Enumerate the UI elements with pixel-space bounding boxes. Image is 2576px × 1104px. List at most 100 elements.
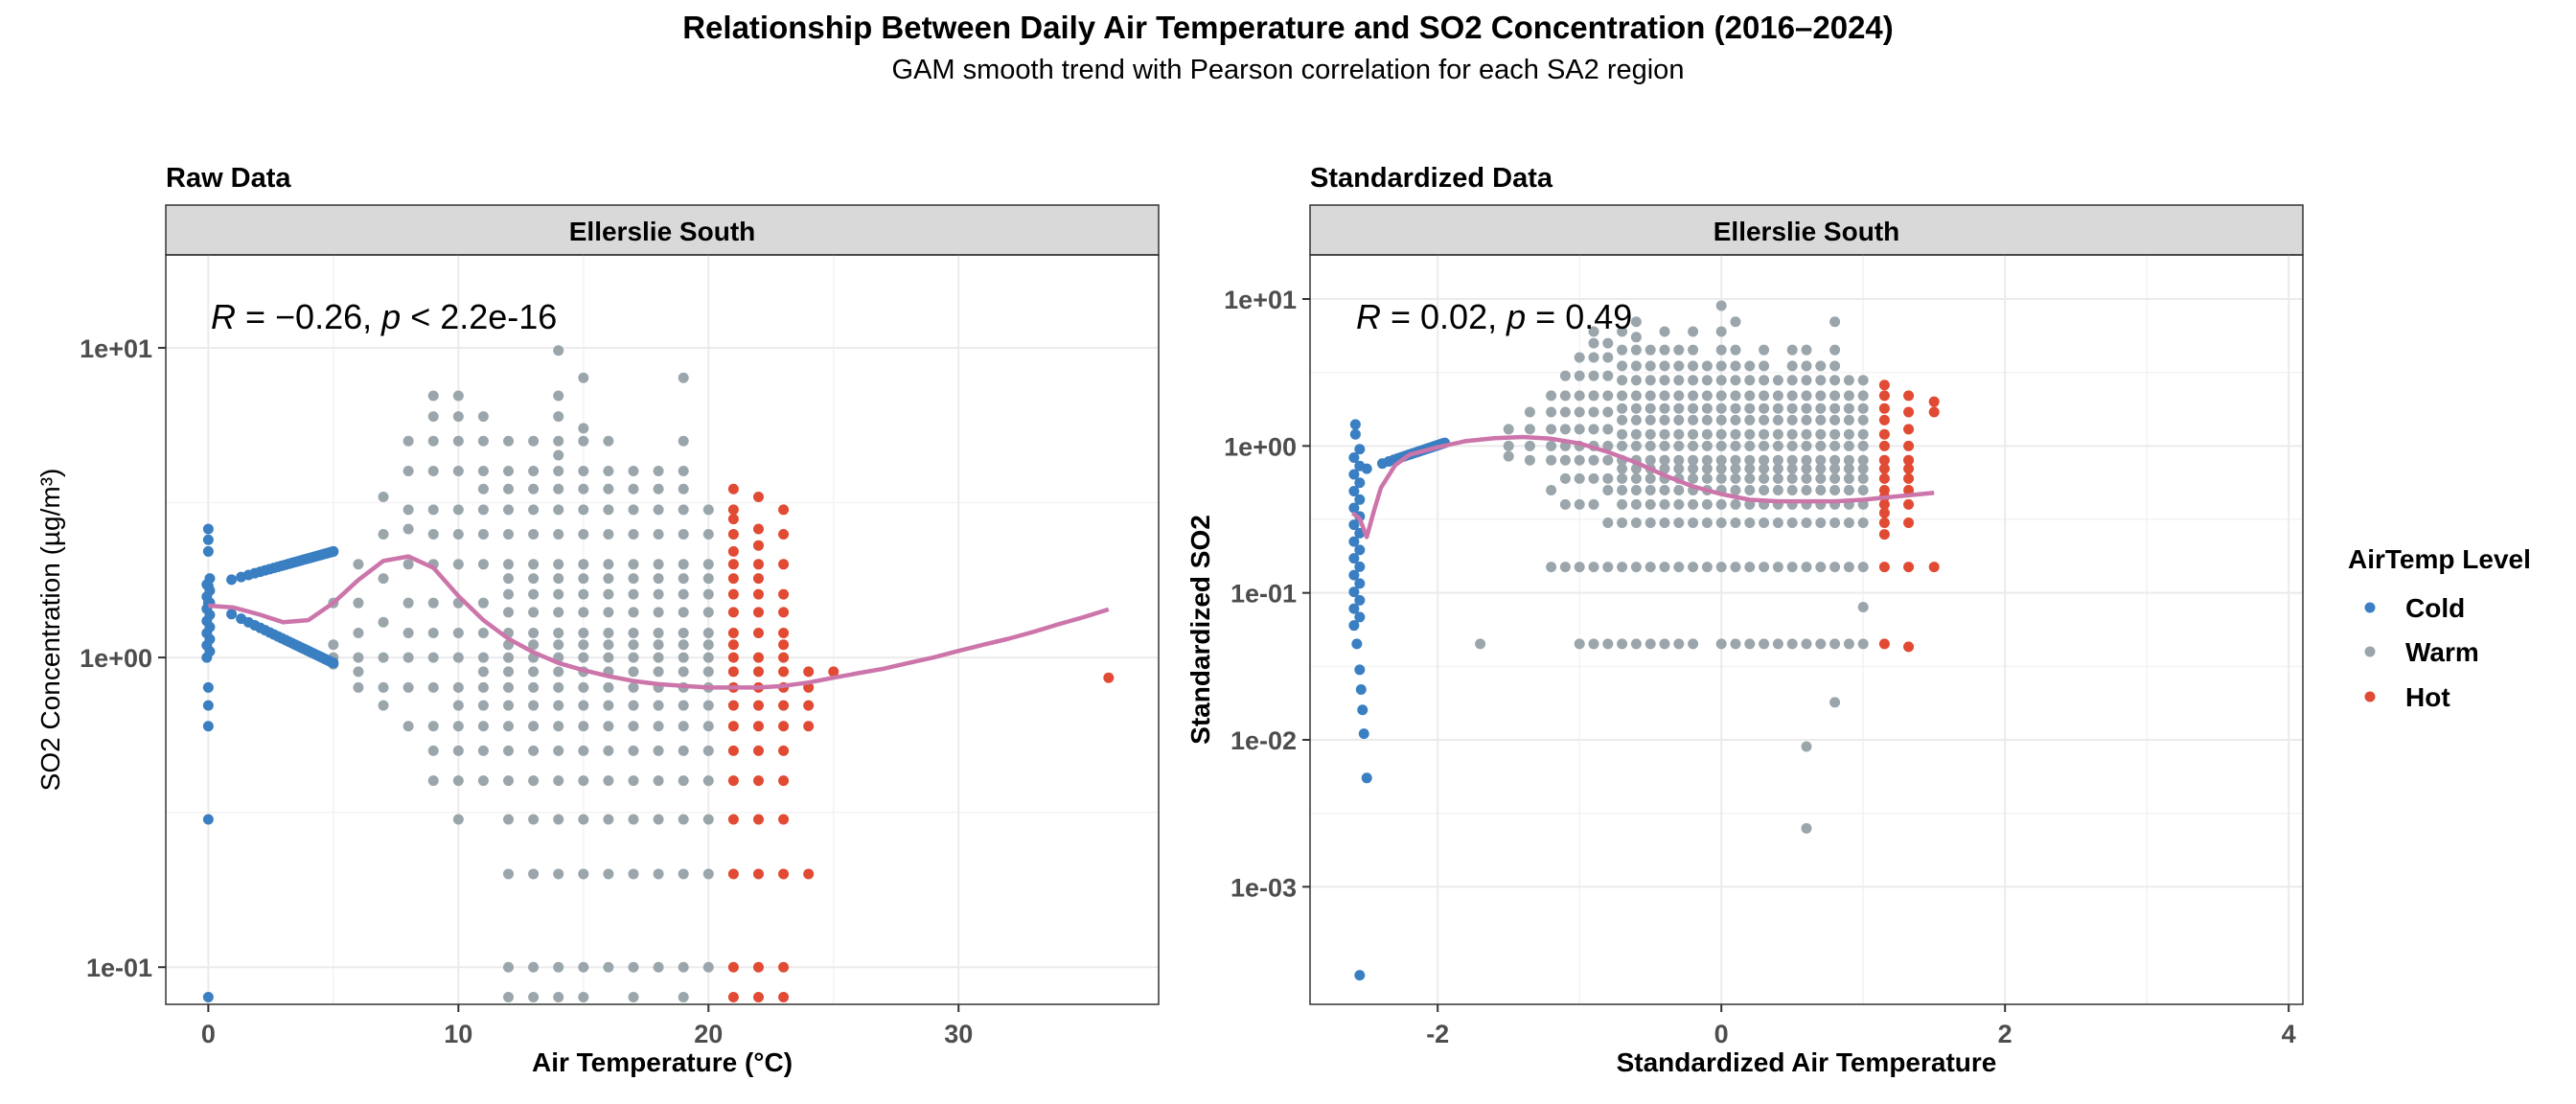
point-warm bbox=[477, 745, 489, 756]
point-warm bbox=[503, 559, 515, 570]
point-warm bbox=[1701, 375, 1713, 386]
point-warm bbox=[1815, 562, 1827, 573]
point-warm bbox=[1829, 375, 1841, 386]
x-tick-label-standardized: 2 bbox=[1998, 1020, 2012, 1048]
point-warm bbox=[1559, 424, 1571, 435]
point-warm bbox=[452, 435, 464, 447]
point-warm bbox=[1644, 454, 1656, 466]
y-tick-label-standardized: 1e+01 bbox=[1224, 286, 1297, 314]
x-tick-label-raw: 0 bbox=[201, 1020, 216, 1048]
point-warm bbox=[1843, 402, 1854, 414]
point-warm bbox=[1857, 562, 1869, 573]
point-warm bbox=[1701, 414, 1713, 426]
point-warm bbox=[402, 523, 414, 535]
point-warm bbox=[427, 597, 439, 609]
y-axis-label-standardized: Standardized SO2 bbox=[1185, 515, 1215, 745]
point-hot bbox=[727, 545, 739, 557]
point-warm bbox=[528, 681, 540, 693]
point-warm bbox=[1688, 390, 1699, 402]
point-warm bbox=[1644, 472, 1656, 484]
point-warm bbox=[503, 814, 515, 825]
facet-strip-standardized bbox=[1309, 204, 2304, 256]
point-warm bbox=[1602, 337, 1614, 349]
point-warm bbox=[578, 607, 589, 618]
point-warm bbox=[1588, 370, 1599, 381]
x-tick-label-raw: 10 bbox=[444, 1020, 472, 1048]
point-warm bbox=[1759, 562, 1770, 573]
point-warm bbox=[1857, 390, 1869, 402]
point-cold bbox=[1351, 638, 1363, 650]
point-warm bbox=[1659, 326, 1670, 337]
point-warm bbox=[503, 588, 515, 600]
point-warm bbox=[452, 745, 464, 756]
correlation-annotation-raw: R = −0.26, p < 2.2e-16 bbox=[211, 297, 557, 336]
point-warm bbox=[702, 559, 714, 570]
point-warm bbox=[1574, 454, 1585, 466]
point-warm bbox=[553, 435, 564, 447]
point-warm bbox=[1815, 428, 1827, 440]
point-warm bbox=[578, 961, 589, 973]
panel-title-raw: Raw Data bbox=[166, 163, 291, 194]
point-warm bbox=[578, 423, 589, 434]
point-warm bbox=[653, 528, 664, 540]
point-warm bbox=[1644, 402, 1656, 414]
point-hot bbox=[752, 961, 764, 973]
point-warm bbox=[1617, 414, 1628, 426]
point-warm bbox=[1617, 402, 1628, 414]
point-hot bbox=[1878, 638, 1890, 650]
point-warm bbox=[378, 573, 389, 585]
point-warm bbox=[553, 390, 564, 402]
point-warm bbox=[603, 639, 614, 651]
point-warm bbox=[427, 528, 439, 540]
panel-title-standardized: Standardized Data bbox=[1310, 163, 1553, 194]
point-warm bbox=[1730, 375, 1741, 386]
point-warm bbox=[553, 868, 564, 880]
point-warm bbox=[553, 681, 564, 693]
point-warm bbox=[1574, 638, 1585, 650]
point-warm bbox=[1759, 402, 1770, 414]
point-hot bbox=[727, 721, 739, 732]
point-hot bbox=[727, 627, 739, 638]
point-warm bbox=[477, 721, 489, 732]
legend-key-warm bbox=[2364, 646, 2376, 657]
point-warm bbox=[702, 573, 714, 585]
point-hot bbox=[1903, 440, 1915, 451]
point-warm bbox=[1744, 402, 1756, 414]
point-warm bbox=[702, 504, 714, 516]
point-warm bbox=[1801, 360, 1812, 372]
point-warm bbox=[1688, 454, 1699, 466]
point-warm bbox=[427, 627, 439, 638]
point-hot bbox=[1928, 396, 1940, 407]
point-warm bbox=[1673, 428, 1685, 440]
point-warm bbox=[702, 528, 714, 540]
point-warm bbox=[578, 588, 589, 600]
point-warm bbox=[1574, 406, 1585, 418]
point-hot bbox=[1903, 484, 1915, 495]
point-warm bbox=[1588, 406, 1599, 418]
point-warm bbox=[427, 681, 439, 693]
point-warm bbox=[1715, 518, 1727, 529]
point-warm bbox=[1801, 472, 1812, 484]
point-warm bbox=[653, 627, 664, 638]
point-warm bbox=[402, 504, 414, 516]
point-warm bbox=[452, 775, 464, 787]
point-hot bbox=[727, 814, 739, 825]
point-warm bbox=[1801, 518, 1812, 529]
point-warm bbox=[1602, 562, 1614, 573]
gam-smooth-line bbox=[208, 554, 1110, 690]
point-warm bbox=[427, 775, 439, 787]
point-warm bbox=[1630, 484, 1642, 495]
point-warm bbox=[503, 775, 515, 787]
point-cold bbox=[202, 992, 214, 1003]
point-warm bbox=[1630, 390, 1642, 402]
point-warm bbox=[1801, 822, 1812, 834]
point-warm bbox=[528, 483, 540, 494]
point-warm bbox=[1673, 638, 1685, 650]
point-hot bbox=[752, 492, 764, 503]
point-warm bbox=[603, 627, 614, 638]
point-warm bbox=[628, 666, 639, 678]
point-warm bbox=[427, 652, 439, 663]
point-warm bbox=[553, 588, 564, 600]
point-warm bbox=[1644, 375, 1656, 386]
point-warm bbox=[1602, 390, 1614, 402]
